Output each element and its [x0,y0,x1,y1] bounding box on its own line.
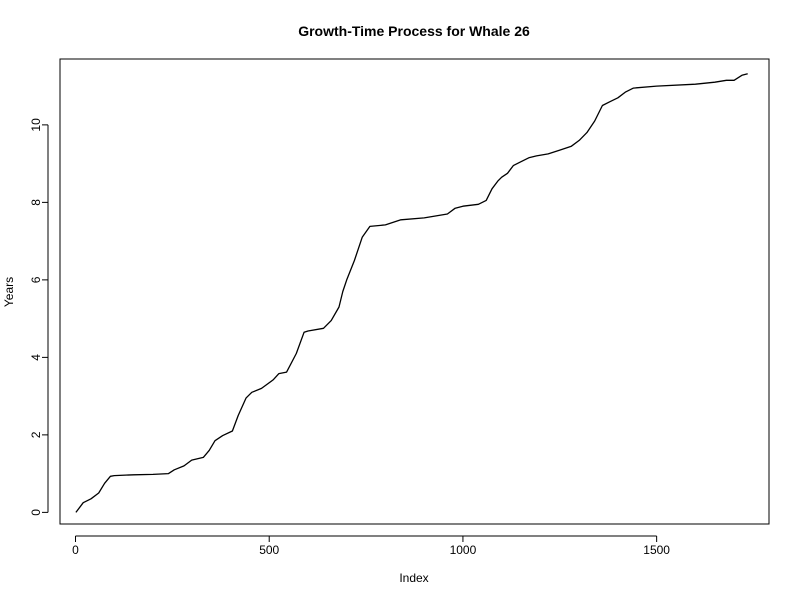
y-tick-label: 0 [29,509,43,516]
plot-frame [59,58,770,525]
y-tick-label: 6 [29,276,43,283]
x-axis: 0 500 1000 1500 [72,535,670,557]
y-tick-label: 10 [29,118,43,132]
x-tick-label: 500 [259,543,279,557]
y-tick-label: 8 [29,199,43,206]
series-line [75,73,748,513]
y-tick-label: 4 [29,354,43,361]
series-group [75,73,748,513]
y-tick-label: 2 [29,431,43,438]
chart-title: Growth-Time Process for Whale 26 [298,23,530,39]
x-axis-label: Index [399,571,428,585]
x-tick-label: 0 [72,543,79,557]
y-axis-label: Years [2,277,16,307]
x-tick-label: 1000 [450,543,477,557]
x-tick-label: 1500 [643,543,670,557]
y-axis: 0 2 4 6 8 10 [29,118,49,516]
